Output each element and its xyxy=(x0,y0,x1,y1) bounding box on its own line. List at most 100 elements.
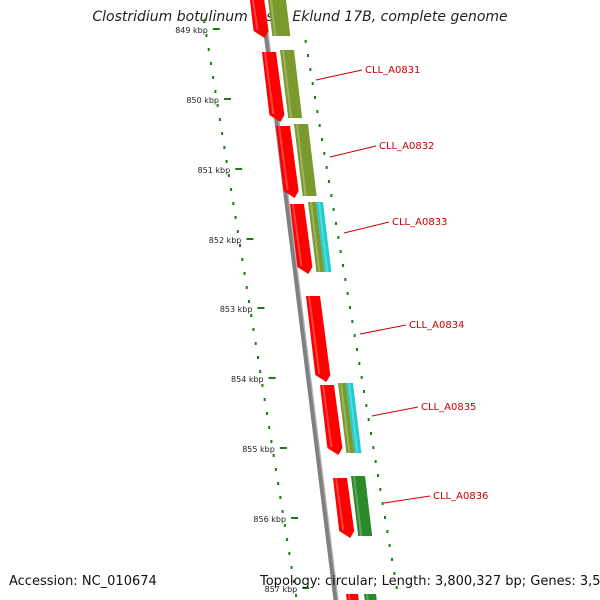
cds-red-block-shine xyxy=(278,126,289,190)
cds-red-block xyxy=(276,126,299,198)
scale-dot xyxy=(214,90,217,93)
feature-track-dot xyxy=(314,96,316,99)
cds-cyan-block-shine xyxy=(318,202,329,272)
scale-dot xyxy=(232,202,235,205)
cds-olive-block xyxy=(294,124,317,196)
feature-track-dot xyxy=(393,572,396,575)
cds-red-block-shine xyxy=(292,204,303,266)
feature-track-dot xyxy=(363,390,365,393)
gene-leader-line xyxy=(343,221,390,234)
cds-red-block xyxy=(346,594,359,600)
scale-dot xyxy=(225,160,228,163)
accession-footer: Accession: NC_010674 xyxy=(9,574,157,589)
feature-track-dot xyxy=(370,432,372,435)
gene-label[interactable]: CLL_A0833 xyxy=(392,217,447,228)
cds-red-block xyxy=(320,385,343,455)
cds-olive-block xyxy=(268,0,291,36)
feature-track-dot xyxy=(360,376,363,379)
scale-dot xyxy=(270,440,273,443)
feature-track-dot xyxy=(358,362,361,365)
scale-tick-label: 849 kbp xyxy=(175,26,208,35)
feature-track-dot xyxy=(323,152,326,155)
cds-olive-block-shine xyxy=(270,0,277,36)
cds-green-block-shine xyxy=(353,476,363,536)
cds-red-block xyxy=(306,296,331,382)
scale-dot xyxy=(236,230,239,233)
cds-olive-block-shine xyxy=(296,124,307,196)
gene-label[interactable]: CLL_A0831 xyxy=(365,65,420,76)
cds-olive-block-shine xyxy=(340,383,351,453)
feature-track-dot xyxy=(325,166,328,169)
gene-leader-line xyxy=(383,495,431,504)
cds-red-block-shine xyxy=(252,0,259,30)
scale-dot xyxy=(212,76,215,79)
scale-dot xyxy=(245,286,248,289)
scale-dot xyxy=(265,412,268,415)
gene-label[interactable]: CLL_A0836 xyxy=(433,491,488,502)
feature-track-dot xyxy=(379,488,382,491)
gene-label[interactable]: CLL_A0834 xyxy=(409,320,464,331)
scale-dot xyxy=(203,20,206,23)
cds-cyan-block xyxy=(346,383,362,453)
feature-track-dot xyxy=(337,236,340,239)
scale-tick-label: 853 kbp xyxy=(220,305,253,314)
cds-red-block xyxy=(333,478,355,538)
scale-dot xyxy=(241,258,244,261)
scale-dot xyxy=(277,482,280,485)
feature-track-dot xyxy=(304,40,307,43)
map-title: Clostridium botulinum B str. Eklund 17B,… xyxy=(92,9,508,25)
feature-track-dot xyxy=(318,124,321,127)
scale-dot xyxy=(256,356,259,359)
cds-olive-block-shine xyxy=(282,50,293,118)
feature-track-dot xyxy=(328,180,330,183)
scale-dot xyxy=(288,552,291,555)
genome-summary: Topology: circular; Length: 3,800,327 bp… xyxy=(260,574,600,589)
feature-track-dot xyxy=(335,222,337,225)
feature-track-dot xyxy=(321,138,323,141)
scale-dot xyxy=(221,132,224,135)
cds-red-block xyxy=(262,52,285,122)
cds-cyan-block-shine xyxy=(348,383,359,453)
cds-red-block xyxy=(290,204,313,274)
scale-dot xyxy=(216,104,219,107)
scale-dot xyxy=(292,580,295,583)
scale-dot xyxy=(205,34,208,37)
scale-dot xyxy=(239,244,242,247)
gene-label[interactable]: CLL_A0835 xyxy=(421,402,476,413)
scale-dot xyxy=(227,174,230,177)
scale-dot xyxy=(274,468,277,471)
cds-red-block xyxy=(250,0,269,38)
cds-olive-block xyxy=(280,50,303,118)
scale-dot xyxy=(230,188,233,191)
scale-dots-track xyxy=(203,20,398,597)
scale-tick-label: 857 kbp xyxy=(265,585,298,594)
scale-dot xyxy=(234,216,237,219)
gene-leader-line xyxy=(315,69,363,81)
feature-track-dot xyxy=(346,292,349,295)
cds-red-block-shine xyxy=(348,594,351,600)
scale-dot xyxy=(283,524,286,527)
scale-tick-label: 852 kbp xyxy=(209,236,242,245)
feature-track-dot xyxy=(365,404,368,407)
scale-dot xyxy=(223,146,226,149)
feature-track-dot xyxy=(344,278,347,281)
scale-tick-label: 855 kbp xyxy=(242,445,275,454)
cds-olive-block-shine xyxy=(310,202,321,272)
scale-dot xyxy=(248,300,250,303)
scale-tick-label: 851 kbp xyxy=(198,166,231,175)
scale-dot xyxy=(252,328,255,331)
scale-dot xyxy=(263,398,266,401)
scale-dot xyxy=(295,594,298,597)
cds-olive-block xyxy=(308,202,325,272)
feature-track-dot xyxy=(381,502,384,505)
feature-track-dot xyxy=(367,418,370,421)
cds-red-block-shine xyxy=(308,296,321,374)
gene-label[interactable]: CLL_A0832 xyxy=(379,141,434,152)
feature-track-dot xyxy=(391,558,393,561)
feature-track-dot xyxy=(377,474,379,477)
scale-ticks-group: 849 kbp 850 kbp 851 kbp 852 kbp 853 kbp 854 k… xyxy=(175,26,310,594)
gene-leader-line xyxy=(359,324,407,335)
feature-track-dot xyxy=(339,250,342,253)
feature-track-dot xyxy=(316,110,319,113)
scale-dot xyxy=(261,384,264,387)
